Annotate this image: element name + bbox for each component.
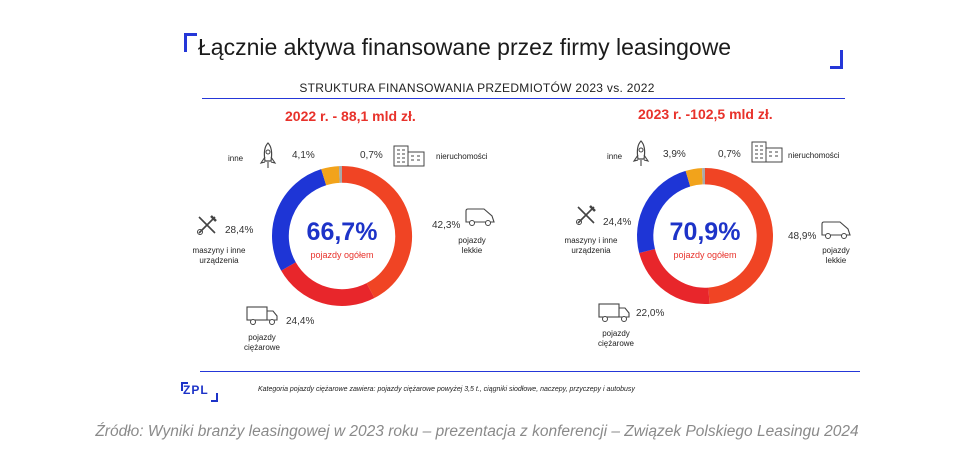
footnote: Kategoria pojazdy ciężarowe zawiera: poj… [258, 386, 635, 393]
source-caption: Źródło: Wyniki branży leasingowej w 2023… [95, 423, 859, 440]
page-title: Łącznie aktywa finansowane przez firmy l… [198, 34, 732, 60]
rocket-icon [259, 142, 277, 168]
pct-nieruchomosci-2022: 0,7% [360, 150, 383, 161]
van-icon [465, 208, 495, 226]
label-lekkie-line2: lekkie [461, 246, 483, 255]
donut-slice-maszyny [272, 169, 327, 271]
bottom-divider [200, 371, 860, 372]
chart-2022-center-value: 66,7% [306, 218, 378, 246]
chart-2022-center-label: pojazdy ogółem [310, 250, 374, 260]
building-icon [751, 141, 783, 163]
label-maszyny-line2: urządzenia [199, 256, 239, 265]
pct-nieruchomosci-2023: 0,7% [718, 149, 741, 160]
tools-icon [576, 205, 596, 225]
donut-slice-inne [321, 166, 340, 186]
chart-2023-title: 2023 r. -102,5 mld zł. [638, 106, 773, 122]
label-ciezarowe-line1: pojazdy [248, 333, 276, 342]
chart-2022-title: 2022 r. - 88,1 mld zł. [285, 108, 416, 124]
zpl-logo: ZPL [183, 383, 209, 397]
label-maszyny-2023: maszyny i inne urządzenia [556, 236, 626, 256]
title-bracket-left [184, 33, 197, 52]
donut-chart-2023 [637, 168, 773, 304]
truck-icon [246, 306, 278, 325]
pct-inne-2022: 4,1% [292, 150, 315, 161]
label-ciezarowe-line2: ciężarowe [243, 343, 280, 352]
pct-inne-2023: 3,9% [663, 149, 686, 160]
building-icon [393, 145, 425, 167]
rocket-icon [632, 140, 650, 166]
top-divider [202, 98, 845, 99]
chart-2023-center-label: pojazdy ogółem [673, 250, 737, 260]
label-lekkie-line1: pojazdy [822, 246, 850, 255]
donut-slice-inne [685, 168, 703, 187]
pct-lekkie-2022: 42,3% [432, 220, 461, 231]
label-lekkie-line2: lekkie [825, 256, 847, 265]
label-ciezarowe-line2: ciężarowe [597, 339, 634, 348]
donut-slice-pojazdy-ciezarowe [281, 262, 375, 306]
label-nieruchomosci-2022: nieruchomości [436, 152, 488, 161]
label-lekkie-2023: pojazdy lekkie [816, 246, 856, 266]
label-ciezarowe-line1: pojazdy [602, 329, 630, 338]
label-maszyny-line1: maszyny i inne [564, 236, 618, 245]
label-maszyny-line1: maszyny i inne [192, 246, 246, 255]
pct-ciezarowe-2022: 24,4% [286, 316, 315, 327]
donut-slice-pojazdy-lekkie [704, 168, 773, 304]
donut-slice-pojazdy-ciezarowe [639, 248, 710, 304]
slide: Łącznie aktywa finansowane przez firmy l… [181, 33, 860, 402]
label-nieruchomosci-2023: nieruchomości [788, 151, 840, 160]
van-icon [821, 221, 851, 239]
label-inne-2023: inne [607, 152, 623, 161]
pct-maszyny-2022: 28,4% [225, 225, 254, 236]
label-lekkie-line1: pojazdy [458, 236, 486, 245]
truck-icon [598, 303, 630, 322]
logo-bracket-right [211, 393, 218, 402]
donut-slice-pojazdy-lekkie [341, 166, 412, 299]
label-ciezarowe-2022: pojazdy ciężarowe [232, 333, 292, 353]
donut-chart-2022 [272, 166, 412, 306]
donut-slice-maszyny [637, 170, 691, 254]
label-maszyny-2022: maszyny i inne urządzenia [184, 246, 254, 266]
label-maszyny-line2: urządzenia [571, 246, 611, 255]
label-inne-2022: inne [228, 154, 244, 163]
title-bracket-right [830, 50, 843, 69]
pct-maszyny-2023: 24,4% [603, 217, 632, 228]
logo-bracket-left [181, 382, 188, 391]
chart-subtitle: STRUKTURA FINANSOWANIA PRZEDMIOTÓW 2023 … [299, 81, 655, 95]
label-lekkie-2022: pojazdy lekkie [452, 236, 492, 256]
pct-lekkie-2023: 48,9% [788, 231, 817, 242]
tools-icon [197, 215, 217, 235]
pct-ciezarowe-2023: 22,0% [636, 308, 665, 319]
label-ciezarowe-2023: pojazdy ciężarowe [586, 329, 646, 349]
chart-2023-center-value: 70,9% [669, 218, 741, 246]
